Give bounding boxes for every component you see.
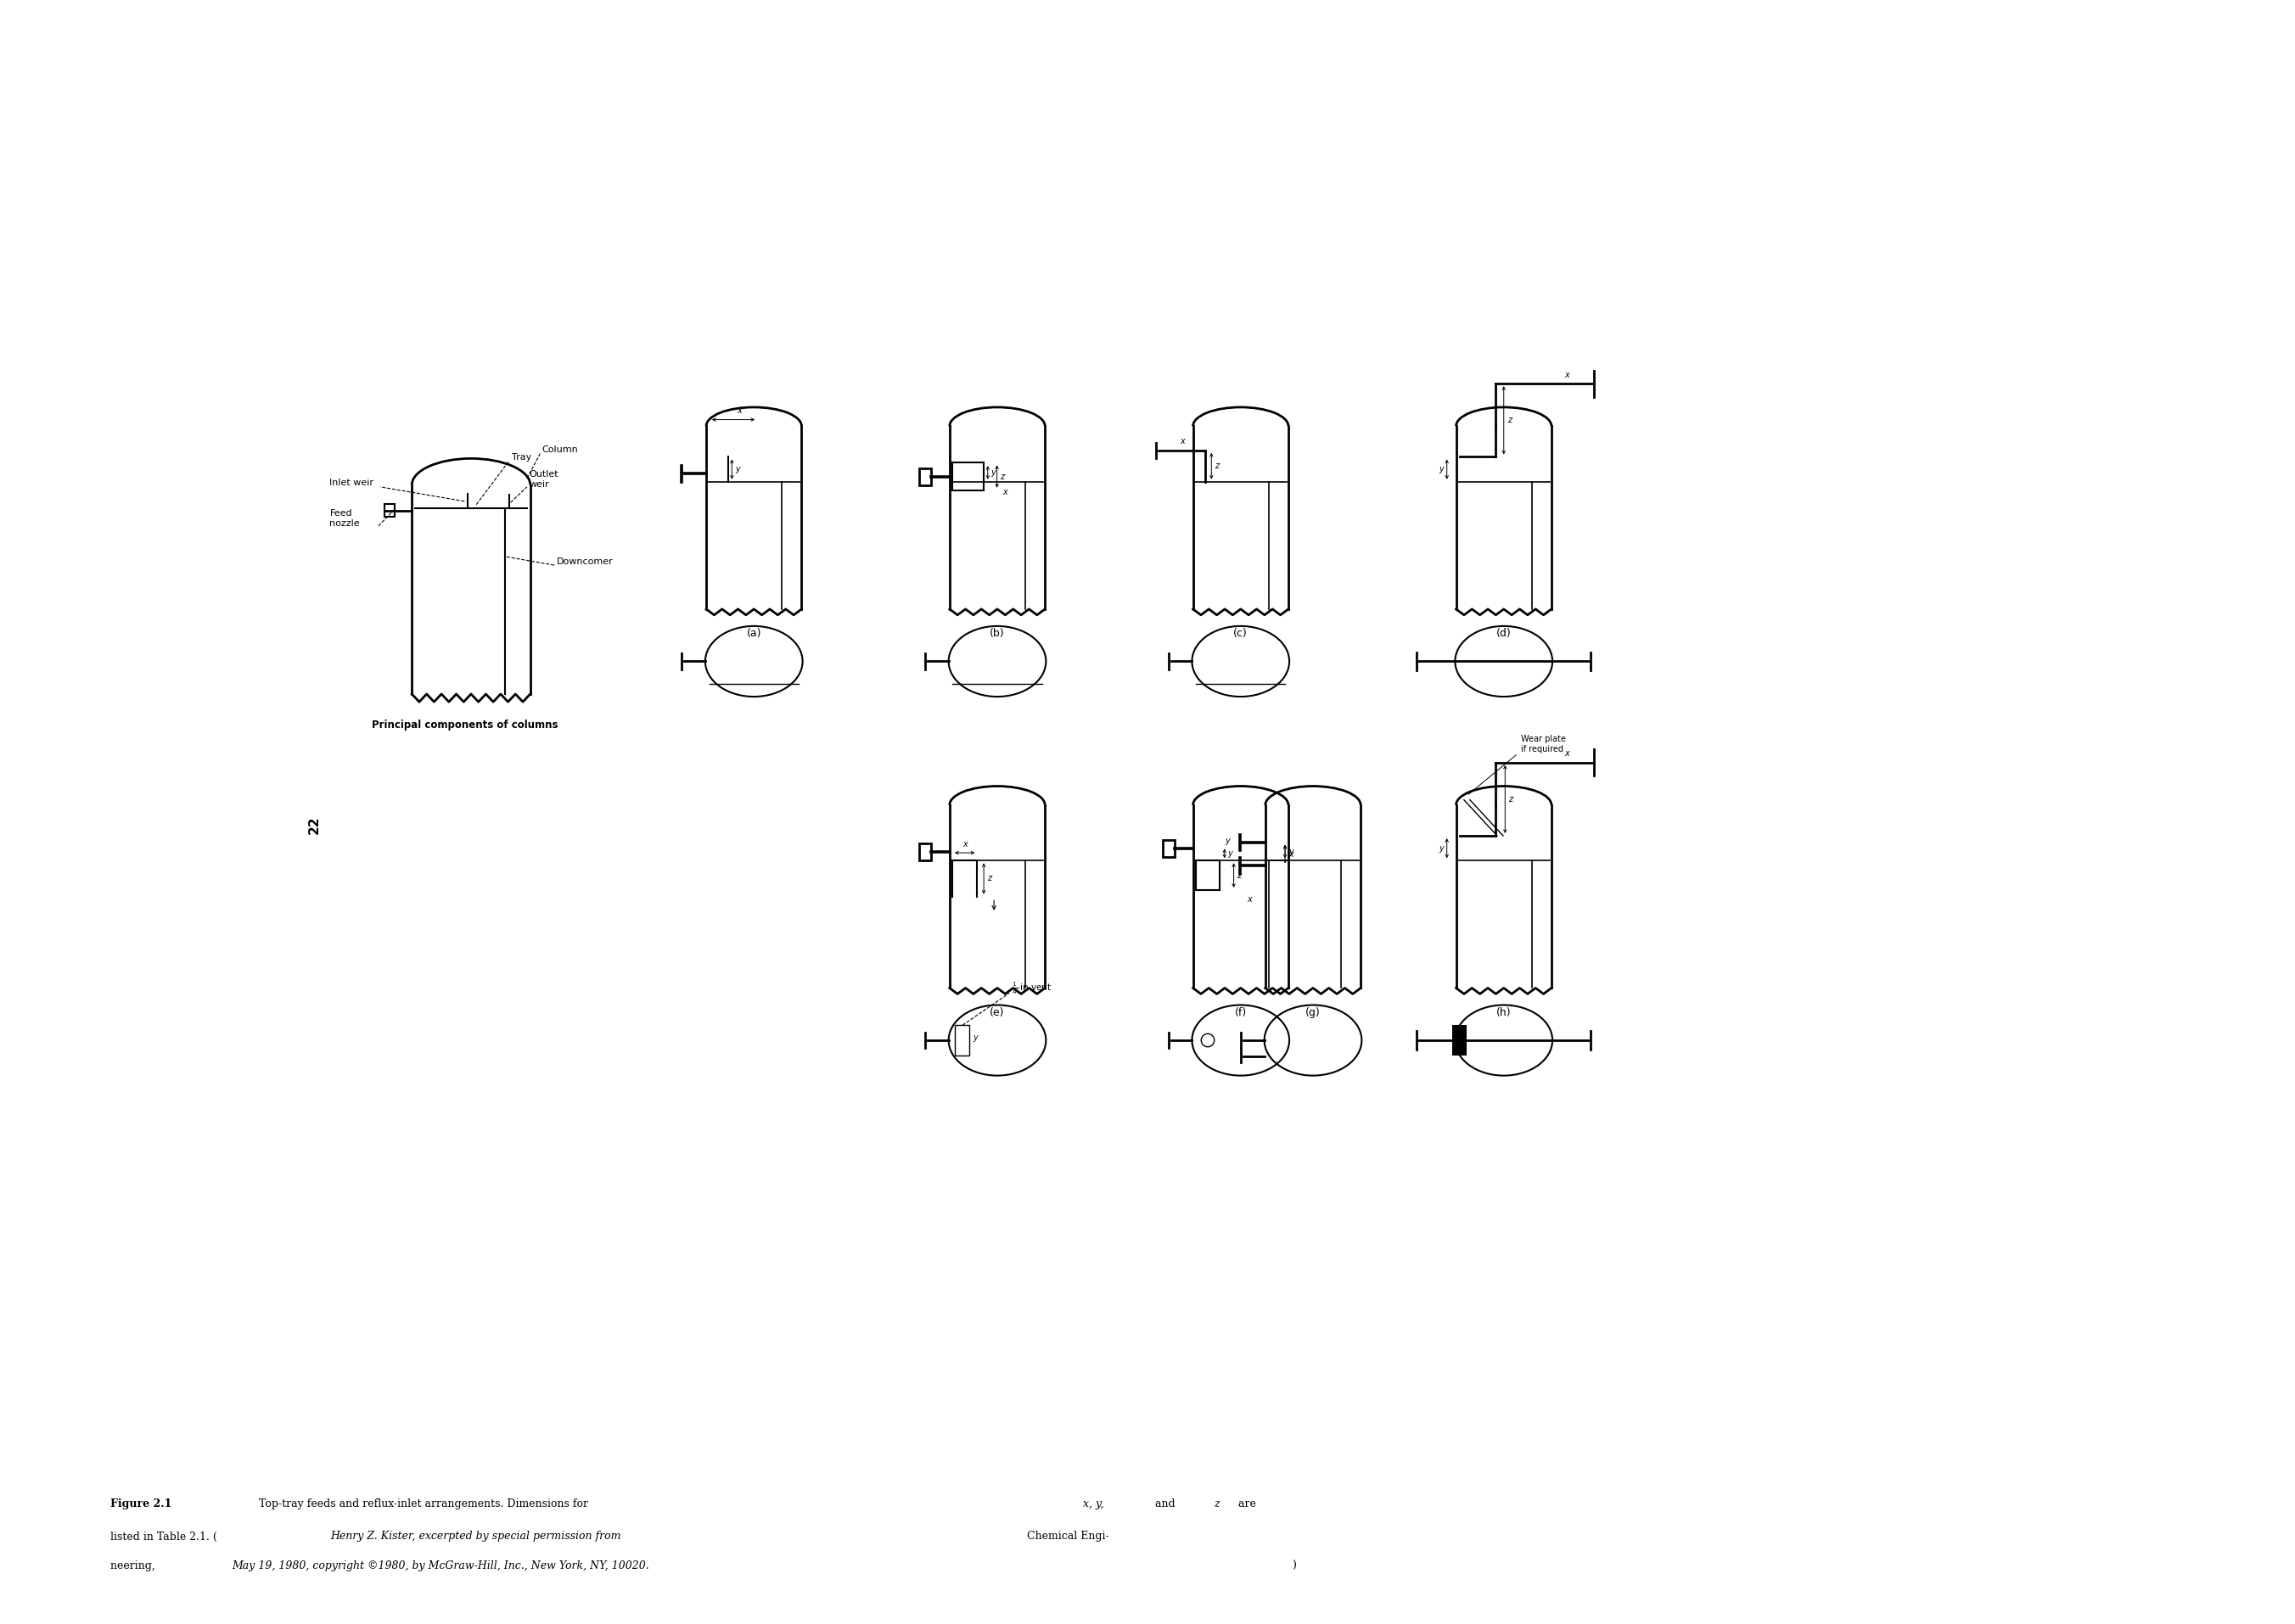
Text: y: y	[1439, 464, 1444, 474]
Text: y: y	[991, 468, 996, 477]
Text: listed in Table 2.1. (: listed in Table 2.1. (	[110, 1531, 218, 1543]
Bar	[383, 503, 395, 516]
Text: Feed
nozzle: Feed nozzle	[330, 510, 360, 528]
Text: y: y	[1228, 849, 1232, 857]
Text: (b): (b)	[989, 628, 1005, 640]
Text: z: z	[1001, 473, 1005, 481]
Bar	[1196, 861, 1219, 890]
Text: Tray: Tray	[512, 453, 532, 461]
Text: (g): (g)	[1306, 1007, 1320, 1018]
Text: Wear plate
if required: Wear plate if required	[1522, 736, 1565, 754]
Text: x, y,: x, y,	[1083, 1499, 1104, 1510]
Text: y: y	[1226, 836, 1230, 846]
Text: x: x	[737, 406, 741, 414]
Text: (e): (e)	[989, 1007, 1005, 1018]
Bar	[952, 463, 985, 490]
Text: Figure 2.1: Figure 2.1	[110, 1499, 172, 1510]
Text: May 19, 1980, copyright ©1980, by McGraw-Hill, Inc., New York, NY, 10020.: May 19, 1980, copyright ©1980, by McGraw…	[232, 1561, 649, 1572]
Text: (f): (f)	[1235, 1007, 1246, 1018]
Text: Principal components of columns: Principal components of columns	[372, 719, 558, 731]
Text: x: x	[1246, 895, 1253, 903]
Text: Inlet weir: Inlet weir	[330, 479, 374, 487]
Text: (a): (a)	[746, 628, 762, 640]
Text: Outlet
weir: Outlet weir	[528, 471, 558, 489]
Text: x: x	[1180, 437, 1184, 445]
Text: y: y	[973, 1033, 978, 1043]
Text: y: y	[1439, 844, 1444, 853]
Bar	[1164, 840, 1175, 857]
Bar	[920, 843, 932, 861]
Bar	[920, 468, 932, 486]
Text: ): )	[1292, 1561, 1297, 1572]
Text: z: z	[1508, 416, 1512, 424]
Text: z: z	[1237, 870, 1242, 880]
Text: and: and	[1152, 1499, 1180, 1510]
Text: Downcomer: Downcomer	[558, 557, 613, 565]
Text: Chemical Engi-: Chemical Engi-	[1024, 1531, 1108, 1543]
Text: Henry Z. Kister, excerpted by special permission from: Henry Z. Kister, excerpted by special pe…	[330, 1531, 622, 1543]
Text: x: x	[962, 840, 966, 849]
Text: $\frac{1}{4}$-in vent: $\frac{1}{4}$-in vent	[1012, 981, 1051, 996]
Text: are: are	[1235, 1499, 1255, 1510]
Text: (h): (h)	[1496, 1007, 1510, 1018]
Text: y: y	[734, 464, 739, 474]
Text: Top-tray feeds and reflux-inlet arrangements. Dimensions for: Top-tray feeds and reflux-inlet arrangem…	[252, 1499, 592, 1510]
Text: neering,: neering,	[110, 1561, 158, 1572]
Text: z: z	[987, 874, 991, 883]
Text: x: x	[1565, 749, 1570, 758]
Text: y: y	[1290, 848, 1294, 856]
Bar	[1453, 1025, 1467, 1056]
Text: x: x	[1565, 370, 1570, 378]
Text: x: x	[1003, 487, 1008, 497]
Text: 22: 22	[308, 815, 321, 833]
Text: z: z	[1214, 461, 1219, 471]
Bar	[955, 1025, 971, 1056]
Text: x: x	[1287, 849, 1292, 859]
Text: z: z	[1508, 796, 1512, 804]
Text: z: z	[1214, 1499, 1219, 1510]
Text: Column: Column	[542, 445, 578, 455]
Text: (c): (c)	[1232, 628, 1248, 640]
Text: (d): (d)	[1496, 628, 1512, 640]
